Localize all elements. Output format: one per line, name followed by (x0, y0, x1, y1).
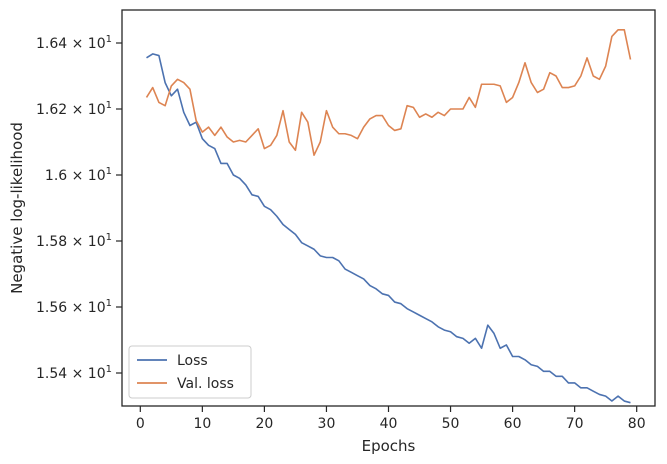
y-tick-label: 1.62 × 101 (36, 100, 112, 118)
legend-label: Val. loss (177, 376, 234, 392)
y-tick-label: 1.58 × 101 (36, 232, 112, 250)
legend-label: Loss (177, 353, 208, 369)
x-tick-label: 0 (136, 416, 145, 432)
x-axis-label: Epochs (362, 437, 416, 455)
x-tick-label: 80 (628, 416, 646, 432)
plot-lines (145, 28, 632, 404)
legend: Loss Val. loss (128, 345, 252, 399)
x-tick-label: 60 (504, 416, 522, 432)
x-tick-label: 40 (380, 416, 398, 432)
x-axis-ticks: 0 10 20 30 40 50 60 70 80 (136, 406, 646, 432)
x-tick-label: 20 (255, 416, 273, 432)
legend-box (128, 345, 252, 399)
y-tick-label: 1.64 × 101 (36, 34, 112, 52)
x-tick-label: 10 (193, 416, 211, 432)
series-line-val-loss (145, 28, 632, 156)
y-tick-label: 1.6 × 101 (45, 166, 112, 184)
y-axis-ticks: 1.54 × 101 1.56 × 101 1.58 × 101 1.6 × 101 1… (36, 34, 122, 382)
x-tick-label: 70 (566, 416, 584, 432)
y-tick-label: 1.56 × 101 (36, 298, 112, 316)
x-tick-label: 30 (318, 416, 336, 432)
plot-frame (121, 9, 656, 407)
y-tick-label: 1.54 × 101 (36, 364, 112, 382)
y-axis-label: Negative log-likelihood (8, 122, 26, 294)
x-tick-label: 50 (442, 416, 460, 432)
series-line-loss (146, 53, 631, 404)
